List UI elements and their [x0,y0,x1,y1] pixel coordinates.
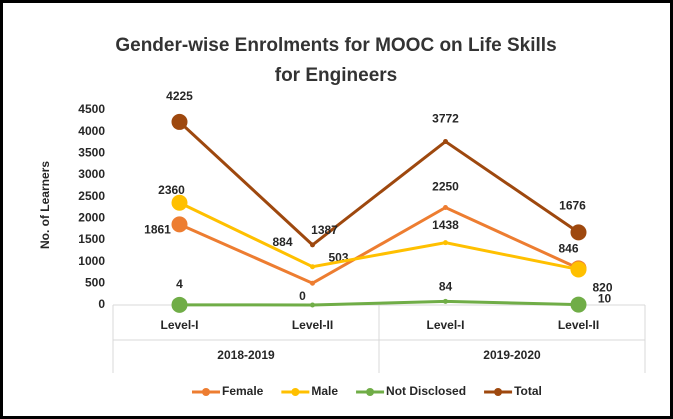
group-label: 2018-2019 [217,348,275,362]
data-label: 1676 [559,199,586,213]
series-line [179,299,579,307]
data-label: 1387 [311,223,338,237]
legend-label: Total [514,384,542,398]
x-tick-label: Level-II [292,318,333,332]
data-label: 1861 [144,223,171,237]
point-marker [171,296,188,313]
data-label: 2360 [158,183,185,197]
x-tick-label: Level-I [160,318,198,332]
y-tick-label: 2500 [78,189,105,203]
data-label: 4225 [166,89,193,103]
y-tick-label: 0 [98,297,105,311]
legend-label: Male [311,384,338,398]
data-label: 0 [299,289,306,303]
series-line [178,201,579,271]
point-marker [443,205,448,210]
data-label: 846 [558,242,578,256]
series-line [178,120,580,247]
point-marker [310,302,315,308]
point-marker [570,296,587,313]
point-marker [310,264,315,270]
data-label: 884 [272,235,292,249]
point-marker [443,139,448,145]
data-label: 4 [176,277,183,291]
point-marker [310,280,315,286]
point-marker [443,298,448,304]
legend-swatch [366,388,375,396]
data-label: 84 [439,280,453,294]
y-tick-label: 3500 [78,146,105,160]
x-tick-label: Level-II [558,318,599,332]
y-tick-label: 4500 [78,102,105,116]
y-tick-label: 1500 [78,232,105,246]
legend-label: Female [222,384,264,398]
y-axis-label: No. of Learners [38,161,52,249]
chart-title: for Engineers [275,65,397,86]
series-line [178,205,580,285]
point-marker [171,194,188,211]
y-tick-label: 2000 [78,211,105,225]
data-label: 10 [598,292,612,306]
data-label: 2250 [432,180,459,194]
group-label: 2019-2020 [483,348,541,362]
legend-swatch [202,388,210,396]
point-marker [171,216,188,233]
point-marker [443,240,448,246]
y-tick-label: 3000 [78,167,105,181]
legend-swatch [494,388,503,396]
y-tick-label: 500 [85,276,105,290]
point-marker [570,261,587,278]
legend-label: Not Disclosed [386,384,466,398]
data-label: 1438 [432,218,459,232]
y-tick-label: 4000 [78,124,105,138]
y-tick-label: 1000 [78,254,105,268]
point-marker [570,224,587,241]
point-marker [171,113,188,130]
legend-swatch [291,388,300,396]
data-label: 820 [592,281,612,295]
point-marker [310,242,315,248]
data-label: 3772 [432,112,459,126]
x-tick-label: Level-I [426,318,464,332]
chart-title: Gender-wise Enrolments for MOOC on Life … [115,35,556,56]
